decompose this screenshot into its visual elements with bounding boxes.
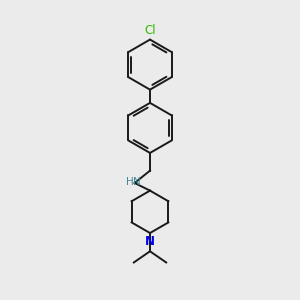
Text: H: H xyxy=(125,177,133,188)
Text: Cl: Cl xyxy=(144,24,156,37)
Text: N: N xyxy=(145,236,155,248)
Text: N: N xyxy=(133,177,141,188)
